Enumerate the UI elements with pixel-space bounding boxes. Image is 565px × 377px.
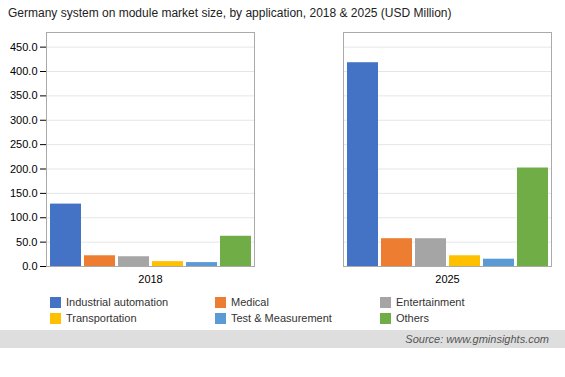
- svg-text:2018: 2018: [138, 273, 162, 285]
- svg-text:50.0: 50.0: [16, 236, 37, 248]
- html-text:Test & Measurement: Test & Measurement: [231, 312, 332, 324]
- html-text:Others: Others: [396, 312, 429, 324]
- svg-text:0.0: 0.0: [22, 260, 37, 272]
- svg-text:100.0: 100.0: [10, 211, 38, 223]
- svg-text:300.0: 300.0: [10, 114, 38, 126]
- html-text:Entertainment: Entertainment: [396, 296, 465, 308]
- html-text:Transportation: Transportation: [66, 312, 137, 324]
- svg-text:250.0: 250.0: [10, 138, 38, 150]
- svg-text:2025: 2025: [435, 273, 459, 285]
- html-text:Germany system on module marke: Germany system on module market size, by…: [8, 6, 452, 20]
- svg-text:350.0: 350.0: [10, 89, 38, 101]
- svg-text:400.0: 400.0: [10, 65, 38, 77]
- html-text:Source: www.gminsights.com: Source: www.gminsights.com: [405, 333, 549, 345]
- html-text:Medical: Medical: [231, 296, 269, 308]
- html-text:Industrial automation: Industrial automation: [66, 296, 169, 308]
- svg-text:150.0: 150.0: [10, 187, 38, 199]
- svg-text:450.0: 450.0: [10, 41, 38, 53]
- svg-text:200.0: 200.0: [10, 163, 38, 175]
